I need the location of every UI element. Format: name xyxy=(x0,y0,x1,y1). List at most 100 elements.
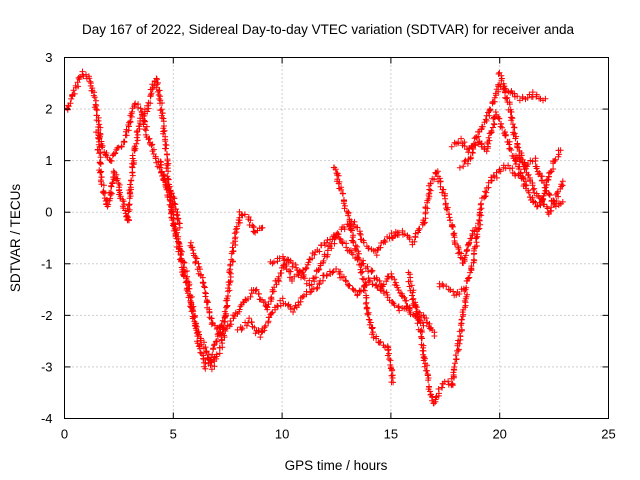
data-point xyxy=(226,287,233,294)
data-point xyxy=(423,367,429,374)
data-point xyxy=(279,295,286,302)
data-point xyxy=(511,90,518,97)
data-point xyxy=(289,263,296,270)
data-point xyxy=(226,281,233,288)
data-point xyxy=(482,188,489,195)
data-point xyxy=(496,115,503,122)
data-point xyxy=(391,276,398,283)
data-point xyxy=(98,168,105,175)
data-point xyxy=(124,205,131,212)
data-point xyxy=(196,331,202,338)
data-point xyxy=(508,117,515,124)
data-point xyxy=(187,294,194,301)
data-point xyxy=(307,289,314,296)
data-point xyxy=(314,284,321,291)
data-point xyxy=(329,269,336,276)
data-point xyxy=(559,178,566,185)
data-point xyxy=(546,192,553,199)
data-point xyxy=(262,322,269,329)
data-point xyxy=(458,326,465,333)
data-point xyxy=(364,305,371,312)
data-point xyxy=(450,288,457,295)
chart-title: Day 167 of 2022, Sidereal Day-to-day VTE… xyxy=(82,22,574,37)
data-point xyxy=(241,211,248,218)
data-point xyxy=(534,203,541,209)
data-point xyxy=(502,88,508,95)
data-point xyxy=(227,318,234,324)
data-point xyxy=(487,107,494,113)
data-point xyxy=(470,146,477,152)
data-point xyxy=(93,106,100,113)
data-point xyxy=(453,356,460,362)
data-point xyxy=(224,302,231,309)
data-point xyxy=(364,310,371,317)
data-point xyxy=(364,263,371,270)
data-point xyxy=(410,287,417,294)
y-tick-label: -2 xyxy=(41,308,53,323)
data-point xyxy=(550,166,557,172)
data-point xyxy=(127,181,134,188)
data-point xyxy=(156,87,163,94)
data-point xyxy=(252,287,259,294)
data-point xyxy=(356,250,362,257)
data-point xyxy=(493,174,500,181)
data-point xyxy=(236,214,243,221)
data-point xyxy=(222,313,229,320)
data-point xyxy=(259,224,266,231)
data-point xyxy=(455,139,462,146)
data-point xyxy=(349,227,355,234)
data-point xyxy=(441,378,448,385)
data-point xyxy=(345,212,352,219)
data-point xyxy=(525,187,532,194)
data-point xyxy=(329,236,336,243)
data-point xyxy=(163,151,170,158)
data-point xyxy=(132,145,139,152)
data-point xyxy=(369,267,376,274)
data-point xyxy=(160,171,167,178)
data-point xyxy=(416,226,423,232)
data-point xyxy=(332,166,339,173)
data-point xyxy=(173,211,180,218)
data-point xyxy=(213,326,220,332)
data-point xyxy=(316,248,323,255)
data-point xyxy=(463,284,470,291)
data-point xyxy=(382,239,389,245)
data-point xyxy=(201,339,207,346)
data-point xyxy=(197,337,204,344)
data-point xyxy=(134,137,141,144)
data-point xyxy=(269,309,276,316)
data-point xyxy=(117,189,123,196)
data-point xyxy=(265,301,272,308)
data-point xyxy=(223,297,230,304)
data-point xyxy=(204,354,211,361)
data-point xyxy=(458,316,465,323)
data-point xyxy=(97,169,104,176)
data-point xyxy=(435,386,442,392)
data-point xyxy=(156,95,163,102)
data-point xyxy=(152,153,159,160)
data-point xyxy=(362,300,369,307)
data-point xyxy=(300,267,306,273)
data-point xyxy=(340,190,346,197)
data-point xyxy=(485,134,492,141)
data-point xyxy=(184,290,191,297)
data-point xyxy=(385,347,391,354)
data-point xyxy=(449,380,456,387)
data-point xyxy=(109,179,116,186)
data-point xyxy=(275,273,282,280)
data-point xyxy=(248,319,255,325)
data-point xyxy=(462,157,469,164)
data-point xyxy=(291,273,298,280)
data-point xyxy=(95,146,101,153)
data-point xyxy=(515,144,522,151)
data-point xyxy=(464,291,471,298)
data-point xyxy=(448,143,455,150)
data-point xyxy=(168,203,174,210)
data-point xyxy=(476,217,483,223)
data-point xyxy=(378,282,385,289)
data-point xyxy=(167,197,174,204)
data-point xyxy=(165,168,172,175)
data-point xyxy=(347,247,354,254)
data-point xyxy=(132,100,139,107)
data-point xyxy=(383,278,390,285)
